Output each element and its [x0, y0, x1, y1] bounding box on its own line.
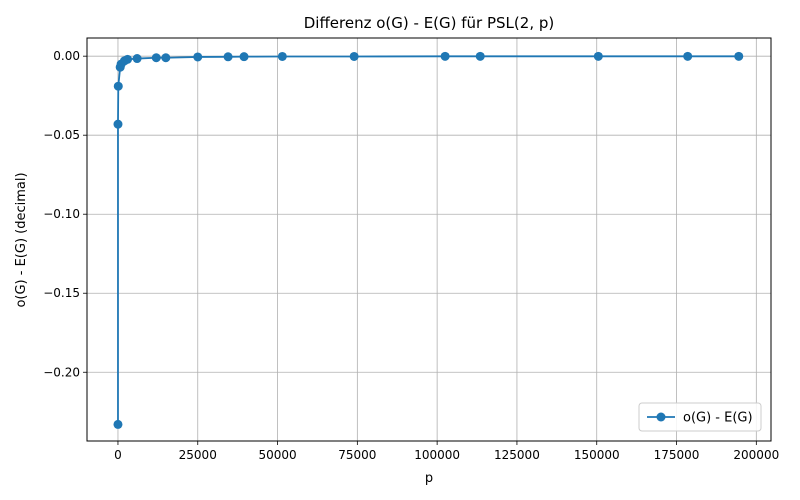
- x-tick-label: 25000: [179, 448, 217, 462]
- x-axis: 0 25000 50000 75000 100000 125000 150000 175000…: [114, 441, 779, 462]
- data-point: [113, 119, 123, 129]
- x-tick-label: 100000: [414, 448, 460, 462]
- legend-box: [638, 402, 762, 432]
- data-point: [683, 51, 693, 61]
- x-tick-label: 175000: [654, 448, 700, 462]
- y-tick-label: −0.05: [43, 128, 80, 142]
- data-point: [277, 51, 287, 61]
- x-tick-label: 150000: [574, 448, 620, 462]
- data-point: [132, 54, 142, 64]
- data-point: [151, 53, 161, 63]
- legend-marker: [656, 412, 666, 422]
- data-point: [475, 51, 485, 61]
- data-point: [123, 54, 133, 64]
- x-axis-label: p: [425, 471, 433, 486]
- data-point: [223, 52, 233, 62]
- legend: o(G) - E(G): [638, 402, 762, 432]
- data-point: [734, 51, 744, 61]
- y-tick-label: −0.20: [43, 365, 80, 379]
- data-point: [161, 53, 171, 63]
- y-tick-label: −0.10: [43, 207, 80, 221]
- x-tick-label: 50000: [258, 448, 296, 462]
- x-tick-label: 125000: [494, 448, 540, 462]
- data-point: [113, 81, 123, 91]
- data-point: [113, 419, 123, 429]
- series-layer: [113, 51, 744, 429]
- data-point: [349, 51, 359, 61]
- legend-label: o(G) - E(G): [683, 411, 753, 426]
- x-tick-label: 75000: [338, 448, 376, 462]
- plot-frame: [86, 37, 772, 442]
- y-tick-label: −0.15: [43, 286, 80, 300]
- y-axis-label: o(G) - E(G) (decimal): [14, 172, 29, 307]
- y-axis: 0.00 −0.05 −0.10 −0.15 −0.20: [43, 49, 87, 379]
- y-tick-label: 0.00: [53, 49, 80, 63]
- x-tick-label: 200000: [733, 448, 779, 462]
- data-point: [239, 52, 249, 62]
- x-tick-label: 0: [114, 448, 122, 462]
- data-point: [593, 51, 603, 61]
- data-point: [193, 52, 203, 62]
- chart-title: Differenz o(G) - E(G) für PSL(2, p): [304, 14, 554, 32]
- data-point: [440, 51, 450, 61]
